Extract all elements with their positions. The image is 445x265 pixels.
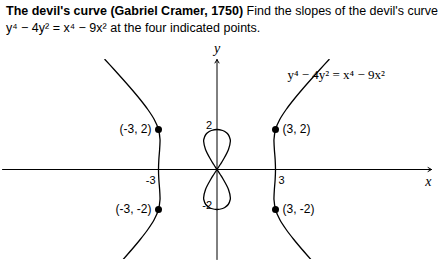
svg-text:(3, -2): (3, -2) (283, 202, 315, 216)
svg-text:y⁴ − 4y² = x⁴ − 9x²: y⁴ − 4y² = x⁴ − 9x² (288, 67, 385, 82)
svg-text:(3, 2): (3, 2) (283, 122, 311, 136)
svg-text:(-3, -2): (-3, -2) (116, 202, 152, 216)
svg-text:3: 3 (279, 174, 285, 186)
svg-text:(-3, 2): (-3, 2) (119, 122, 151, 136)
svg-text:x: x (424, 174, 432, 189)
html-text:The devil's curve (Gabriel Cra: The devil's curve (Gabriel Cramer, 1750)… (6, 4, 438, 35)
svg-text:2: 2 (206, 119, 212, 131)
svg-text:y: y (212, 41, 221, 56)
svg-text:-3: -3 (146, 174, 156, 186)
svg-text:-2: -2 (202, 199, 212, 211)
